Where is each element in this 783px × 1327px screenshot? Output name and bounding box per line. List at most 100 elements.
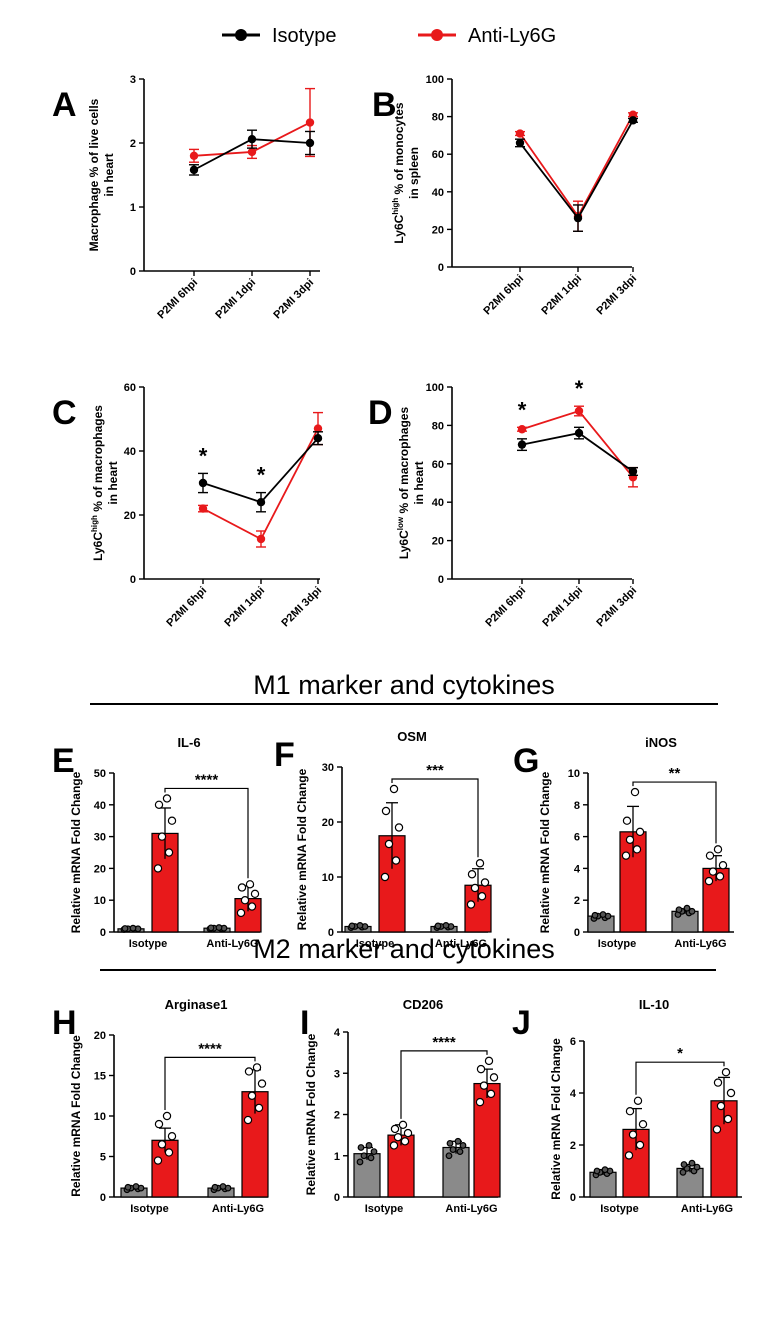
dot-h-3-0	[243, 1115, 253, 1125]
y-tick-label-f-1: 10	[322, 872, 334, 884]
dot-j-1-4	[625, 1106, 635, 1116]
y-axis-label-b: Ly6Chigh % of monocytesin spleen	[391, 102, 421, 243]
dot-i-3-3	[489, 1073, 499, 1082]
dot-i-0-1	[367, 1154, 375, 1162]
y-axis-label-sup-d: low	[396, 516, 405, 530]
dot-j-1-1	[635, 1140, 645, 1150]
y-tick-label-d-0: 0	[438, 574, 444, 586]
y-tick-label-f-3: 30	[322, 762, 334, 774]
y-tick-label-b-3: 60	[432, 149, 444, 161]
dot-g-1-1	[632, 845, 642, 854]
dot-j-2-4	[680, 1161, 688, 1168]
panel-g: G 0 2 4 6 8 10 Relative mRNA Fold Change iNOS Iso…	[513, 735, 734, 950]
x-tick-label-b-2: P2MI 3dpi	[594, 273, 639, 318]
y-tick-label-h-2: 10	[94, 1111, 106, 1123]
y-axis-label-sup-c: high	[90, 515, 99, 532]
x-tick-label-a-1: P2MI 1dpi	[213, 277, 258, 322]
dot-g-1-3	[635, 827, 645, 837]
sig-label-g: **	[669, 765, 681, 782]
chart-title-h: Arginase1	[165, 997, 228, 1012]
sig-bracket-f	[391, 778, 479, 858]
y-axis-label-c: Ly6Chigh % of macrophagesin heart	[90, 405, 120, 561]
dot-g-1-0	[621, 851, 631, 860]
panel-label-c: C	[52, 394, 77, 432]
panel-label-b: B	[372, 86, 397, 124]
dot-f-1-5	[389, 784, 399, 794]
y-axis-label-line2-d: in heart	[412, 461, 426, 504]
y-axis-label-d: Ly6Clow % of macrophagesin heart	[396, 407, 426, 560]
dot-j-0-5	[601, 1166, 609, 1174]
data-point-a-0-0	[189, 165, 199, 175]
chart-title-g: iNOS	[645, 735, 677, 750]
data-point-d-1-0	[517, 425, 527, 434]
y-tick-label-g-2: 4	[574, 863, 581, 875]
legend-anti-label: Anti-Ly6G	[468, 25, 556, 47]
y-tick-label-h-4: 20	[94, 1030, 106, 1042]
dot-e-1-4	[154, 800, 164, 810]
series-line-b-0	[519, 119, 634, 220]
y-tick-label-g-3: 6	[574, 832, 580, 844]
y-tick-label-h-1: 5	[100, 1152, 106, 1164]
y-axis-label-rest-d: % of macrophages	[397, 407, 411, 517]
dot-e-3-2	[240, 896, 250, 905]
dot-i-3-2	[479, 1081, 489, 1090]
dot-f-1-2	[384, 839, 394, 849]
panel-e: E 0 10 20 30 40 50 Relative mRNA Fold Change IL-…	[52, 735, 262, 950]
data-point-c-0-0	[198, 478, 208, 488]
y-tick-label-b-4: 80	[432, 112, 444, 124]
y-tick-label-i-0: 0	[334, 1192, 340, 1204]
dot-h-1-4	[154, 1119, 164, 1129]
dot-h-2-4	[211, 1183, 219, 1191]
y-axis-label-line2-b: in spleen	[407, 147, 421, 199]
dot-e-0-4	[121, 925, 129, 932]
y-axis-label-a: Macrophage % of live cellsin heart	[87, 98, 116, 251]
y-tick-label-j-2: 4	[570, 1088, 577, 1100]
x-group-label-f-1: Anti-Ly6G	[435, 938, 487, 950]
dot-j-3-5	[721, 1067, 731, 1077]
dot-g-3-0	[704, 876, 714, 886]
dot-e-0-5	[129, 924, 137, 932]
sig-bracket-g	[632, 781, 717, 844]
data-point-d-1-1	[574, 406, 584, 416]
dot-g-3-4	[705, 851, 715, 860]
dot-i-2-5	[454, 1137, 462, 1145]
dot-h-0-4	[124, 1183, 132, 1191]
dot-f-1-4	[381, 806, 391, 816]
y-tick-label-h-0: 0	[100, 1192, 106, 1204]
y-tick-label-j-0: 0	[570, 1192, 576, 1204]
y-tick-label-a-3: 3	[130, 74, 136, 86]
panel-i: I 0 1 2 3 4 Relative mRNA Fold Change CD206 Isot…	[300, 997, 501, 1215]
dot-e-3-4	[237, 883, 247, 892]
y-tick-label-i-2: 2	[334, 1110, 340, 1122]
x-group-label-i-1: Anti-Ly6G	[445, 1203, 497, 1215]
x-tick-label-c-1: P2MI 1dpi	[222, 585, 267, 630]
y-axis-label-e: Relative mRNA Fold Change	[69, 771, 83, 933]
dot-i-3-4	[476, 1064, 486, 1074]
x-group-label-j-0: Isotype	[600, 1203, 639, 1215]
y-tick-label-j-3: 6	[570, 1036, 576, 1048]
sig-label-i: ****	[432, 1034, 456, 1051]
dot-h-3-2	[247, 1091, 257, 1100]
dot-j-2-5	[688, 1159, 696, 1167]
data-point-a-1-0	[189, 151, 199, 160]
y-axis-label-line2-a: in heart	[102, 153, 116, 196]
dot-h-3-3	[257, 1079, 267, 1088]
dot-g-3-1	[715, 872, 725, 881]
panel-label-f: F	[274, 736, 295, 774]
dot-j-3-2	[716, 1101, 726, 1111]
dot-g-3-3	[718, 861, 728, 870]
y-tick-label-g-1: 2	[574, 895, 580, 907]
dot-f-3-1	[477, 892, 487, 901]
dot-i-2-3	[459, 1142, 467, 1149]
y-tick-label-d-5: 100	[426, 382, 444, 394]
dot-f-1-0	[380, 872, 390, 882]
y-tick-label-c-1: 20	[124, 510, 136, 522]
dot-e-1-5	[162, 794, 172, 803]
dot-j-1-3	[638, 1119, 648, 1129]
dot-g-1-2	[625, 835, 635, 844]
dot-h-1-0	[153, 1156, 163, 1165]
dot-g-0-5	[599, 911, 607, 918]
x-tick-label-c-0: P2MI 6hpi	[164, 585, 209, 630]
dot-i-2-2	[449, 1146, 457, 1153]
y-tick-label-e-1: 10	[94, 895, 106, 907]
